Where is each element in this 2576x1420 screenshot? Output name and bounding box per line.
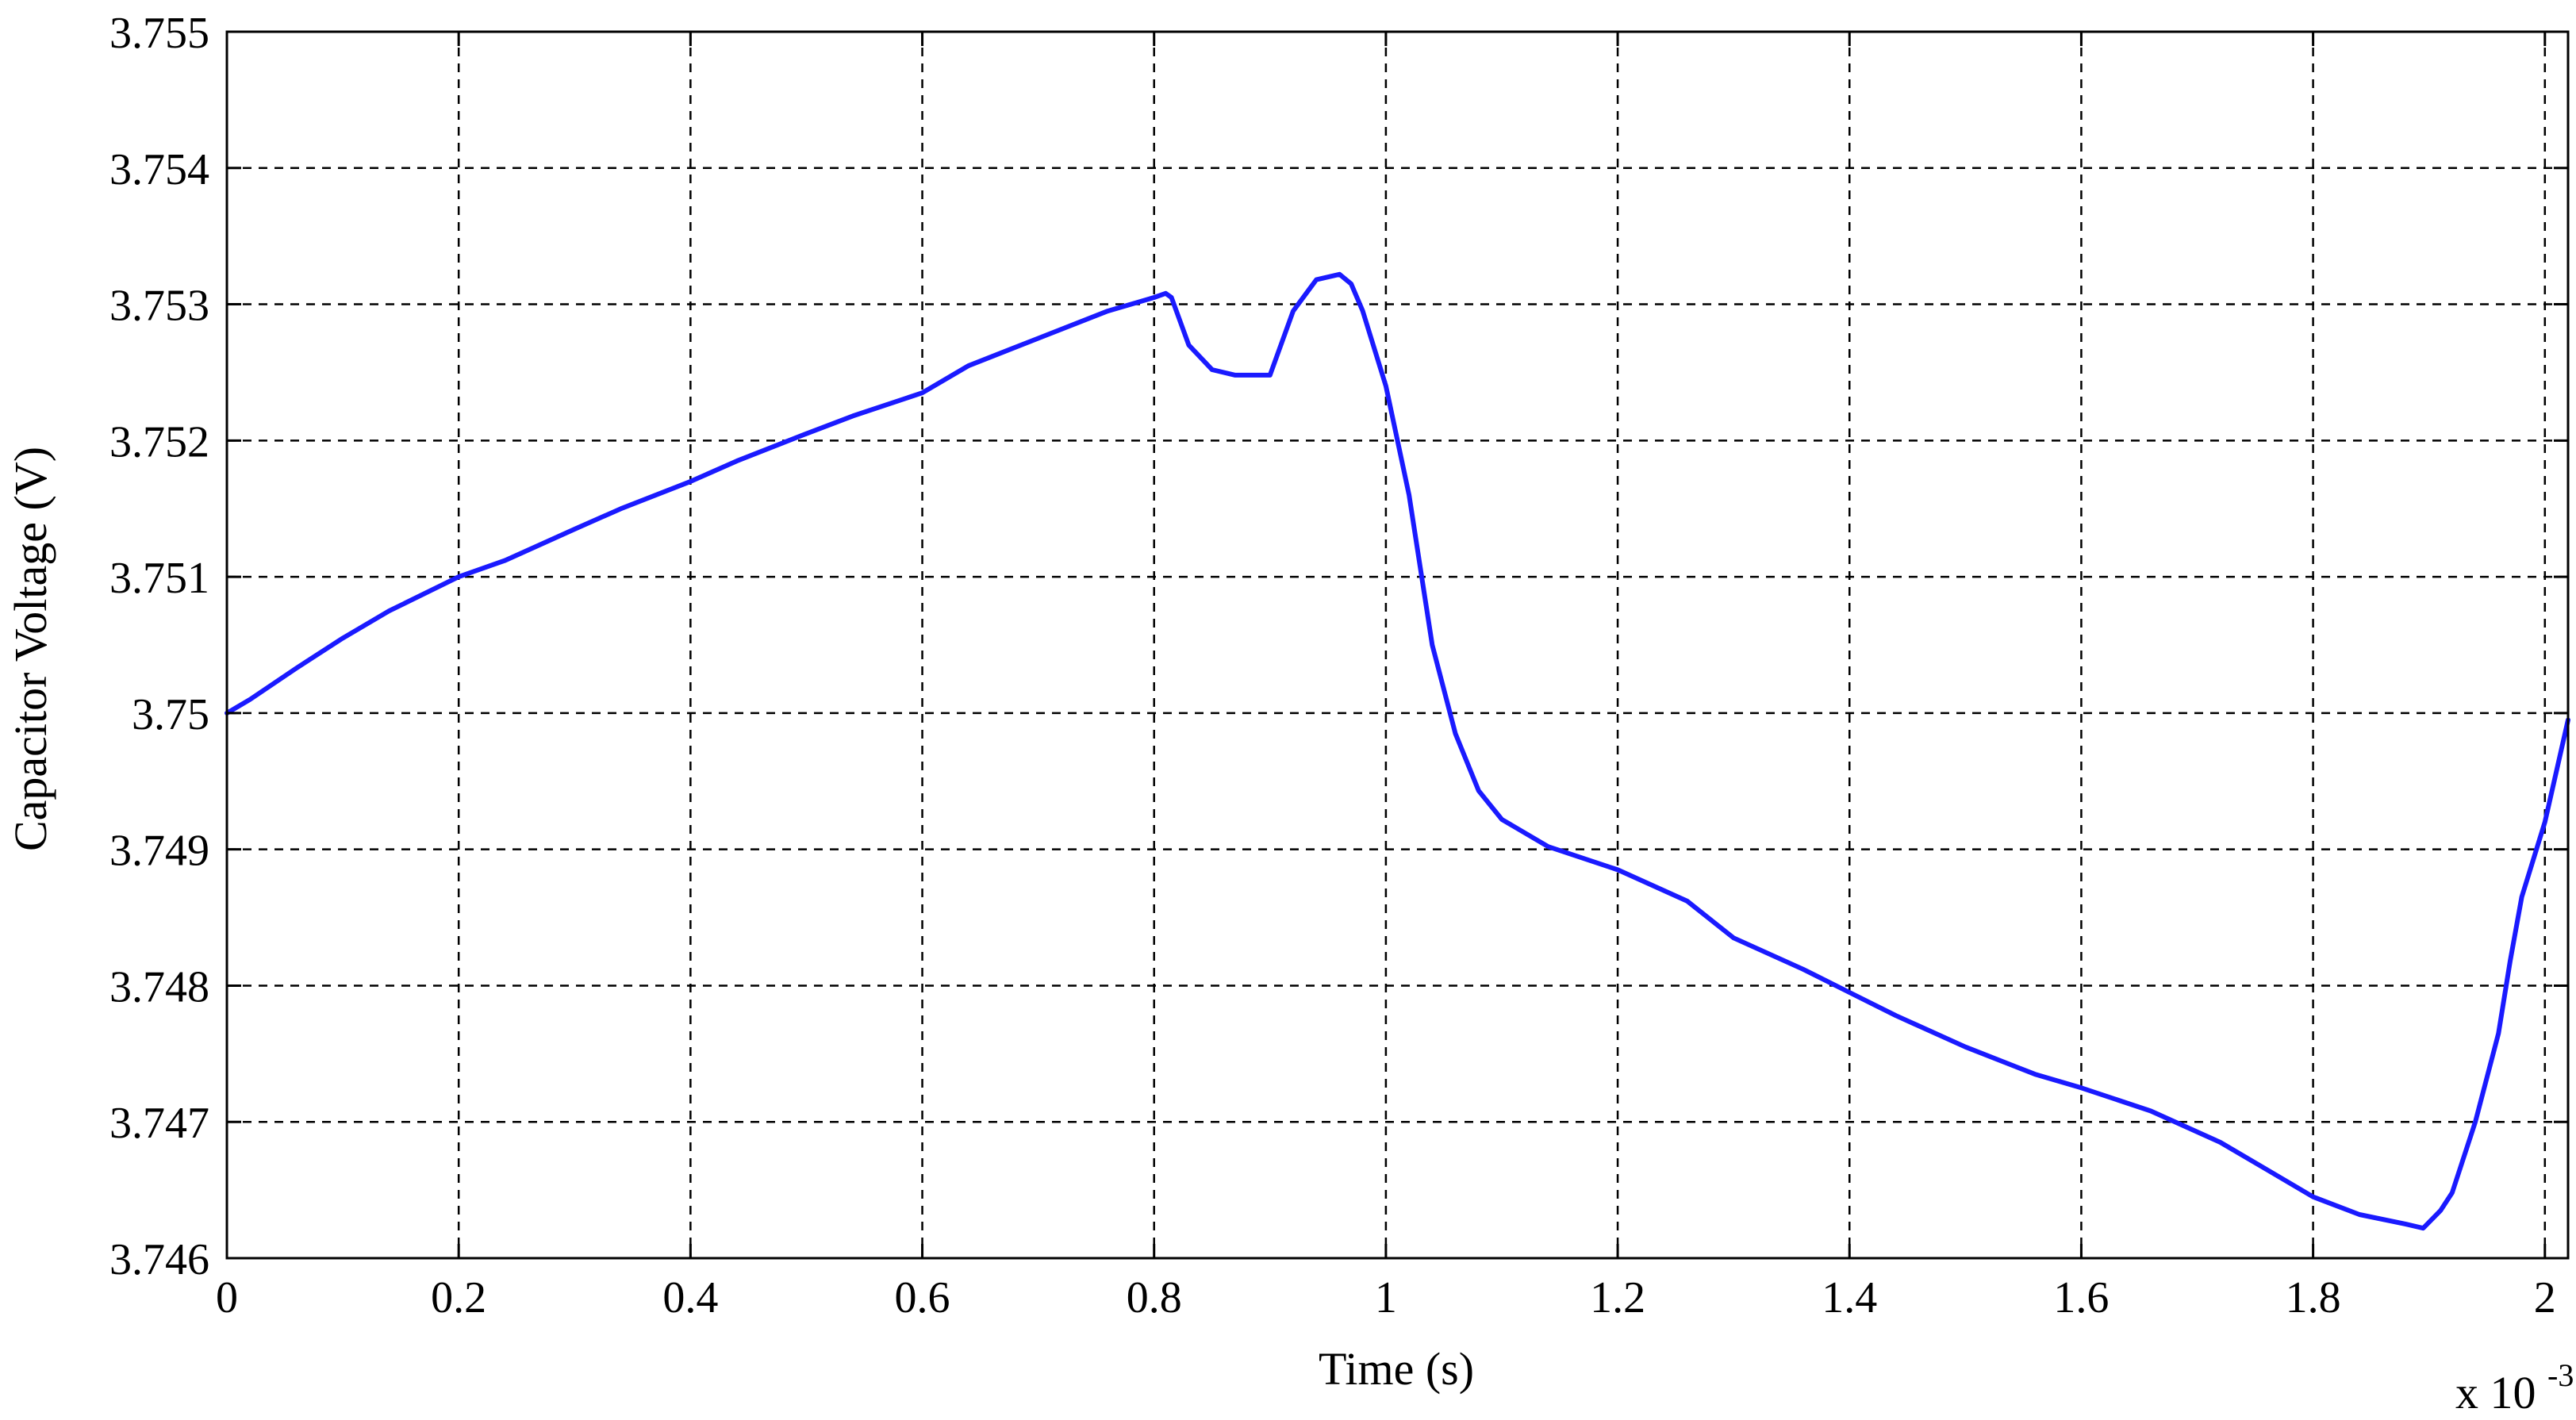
x-tick-label: 0.4 [662,1273,718,1322]
x-axis-exponent: x 10 -3 [2455,1357,2574,1418]
y-tick-label: 3.746 [109,1235,209,1284]
y-tick-label: 3.75 [132,690,209,739]
x-axis-exponent-power: -3 [2547,1357,2574,1393]
series-line [225,271,2570,1231]
grid-lines [227,32,2568,1258]
x-tick-label: 1.2 [1590,1273,1645,1322]
y-axis-tick-labels: 3.746 3.747 3.748 3.749 3.75 3.751 3.752 3.753 3… [109,9,209,1284]
axis-ticks [225,30,2568,1260]
x-tick-label: 2 [2534,1273,2556,1322]
x-axis-tick-labels: 0 0.2 0.4 0.6 0.8 1 1.2 1.4 1.6 1.8 2 [216,1273,2556,1322]
x-tick-label: 0 [216,1273,238,1322]
data-series [225,271,2570,1231]
x-tick-label: 1.6 [2053,1273,2109,1322]
x-tick-label: 1.8 [2286,1273,2341,1322]
x-axis-label: Time (s) [1319,1343,1474,1395]
y-tick-label: 3.749 [109,827,209,876]
y-tick-label: 3.754 [109,145,209,194]
y-tick-label: 3.752 [109,417,209,466]
x-tick-label: 0.8 [1127,1273,1182,1322]
x-tick-label: 0.6 [895,1273,950,1322]
x-axis-exponent-base: x 10 [2455,1367,2536,1418]
x-tick-label: 0.2 [431,1273,486,1322]
plot-area-frame [225,30,2570,1260]
y-tick-label: 3.751 [109,554,209,603]
y-axis-label: Capacitor Voltage (V) [5,447,56,851]
x-tick-label: 1 [1375,1273,1397,1322]
y-tick-label: 3.747 [109,1099,209,1148]
y-tick-label: 3.753 [109,282,209,331]
y-tick-label: 3.748 [109,962,209,1011]
x-tick-label: 1.4 [1822,1273,1877,1322]
y-tick-label: 3.755 [109,9,209,58]
